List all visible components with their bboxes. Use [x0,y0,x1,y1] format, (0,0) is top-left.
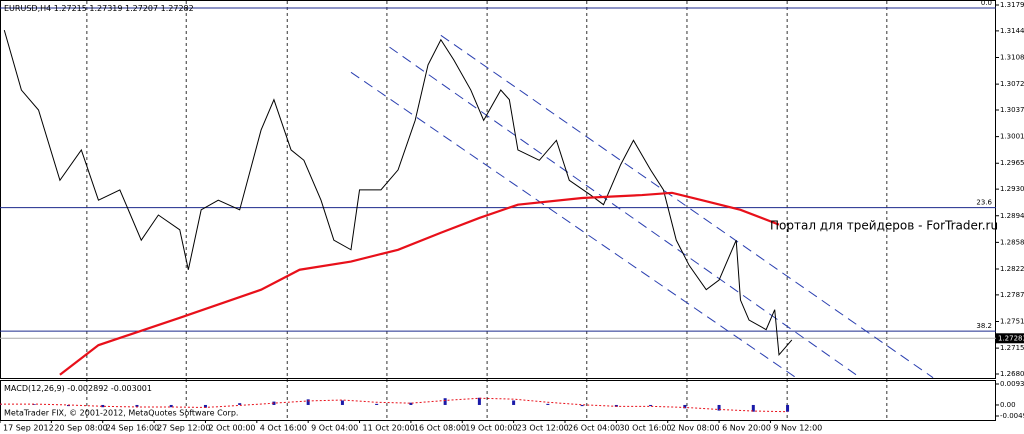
header-value: 1.27319 [87,4,123,13]
macd-title: MACD(12,26,9) [4,384,65,393]
symbol-header: EURUSD,H4 1.27215 1.27319 1.27207 1.2728… [4,4,194,13]
macd-bar [512,400,516,405]
y-tick-label: 1.28580 [1000,238,1024,246]
macd-bar [203,404,207,408]
x-tick-label: 2 Nov 08:00 [671,424,720,433]
macd-y-tick-label: -0.00491 [1000,412,1024,420]
macd-bar [649,404,653,407]
x-tick-label: 23 Oct 12:00 [517,424,569,433]
x-tick-label: 11 Oct 20:00 [363,424,415,433]
macd-plot [0,397,790,413]
macd-bar [375,403,379,405]
macd-y-tick-label: 0.00 [1000,401,1016,409]
symbol: EURUSD,H4 [4,4,51,13]
macd-bar [66,404,70,407]
macd-bar [238,403,242,405]
macd-bar [101,404,105,408]
macd-bar [683,404,687,409]
x-tick-label: 17 Sep 2012 [3,424,54,433]
macd-bar [580,404,584,407]
macd-bar [135,404,139,407]
macd-header: MACD(12,26,9) -0.002892 -0.003001 [4,384,152,393]
fib-label: 23.6 [976,199,992,207]
x-tick-label: 26 Oct 04:00 [568,424,620,433]
x-tick-label: 20 Sep 08:00 [54,424,107,433]
x-tick-label: 9 Nov 12:00 [773,424,822,433]
grid [86,1,888,420]
y-tick-label: 1.30720 [1000,80,1024,88]
macd-panel [0,380,996,421]
macd-bar [443,398,447,405]
x-tick-label: 24 Sep 16:00 [106,424,159,433]
macd-bar [717,404,721,411]
macd-bar [546,403,550,405]
price-tag [996,333,1024,344]
fib-label: 0.0 [981,0,992,7]
y-tick-label: 1.26800 [1000,370,1024,378]
macd-value: -0.002892 [65,384,109,393]
footer: MetaTrader FIX, © 2001-2012, MetaQuotes … [4,409,238,418]
main-plot [0,7,996,378]
macd-bar [340,400,344,405]
x-tick-label: 27 Sep 12:00 [157,424,210,433]
y-tick-label: 1.27870 [1000,291,1024,299]
x-tick-label: 16 Oct 08:00 [414,424,466,433]
y-tick-label: 1.27510 [1000,317,1024,325]
macd-bar [786,404,790,412]
y-tick-label: 1.30010 [1000,133,1024,141]
macd-bar [169,404,173,408]
y-tick-label: 1.31790 [1000,1,1024,9]
y-tick-label: 1.28220 [1000,265,1024,273]
x-tick-label: 30 Oct 16:00 [619,424,671,433]
channel-line [350,71,797,378]
macd-bar [751,404,755,412]
header-value: 1.27215 [51,4,87,13]
macd-y-tick-label: 0.00933 [1000,380,1024,388]
y-tick-label: 1.31080 [1000,54,1024,62]
price-line [3,30,793,356]
x-tick-label: 6 Nov 20:00 [722,424,771,433]
x-tick-label: 19 Oct 00:00 [465,424,517,433]
macd-signal [0,397,788,413]
x-tick-label: 4 Oct 16:00 [260,424,307,433]
x-tick-label: 9 Oct 04:00 [311,424,358,433]
header-value: 1.27282 [158,4,194,13]
macd-bar [306,399,310,405]
watermark: Портал для трейдеров - ForTrader.ru [770,219,998,233]
y-tick-label: 1.30370 [1000,106,1024,114]
fib-label: 38.2 [976,322,992,330]
macd-bar [272,401,276,405]
macd-bar [409,402,413,405]
header-value: 1.27207 [122,4,158,13]
macd-bar [32,404,36,405]
macd-bar [477,397,481,405]
main-panel [0,0,996,379]
y-tick-label: 1.27150 [1000,344,1024,352]
x-tick-label: 2 Oct 00:00 [208,424,255,433]
y-tick-label: 1.31440 [1000,27,1024,35]
moving-average [59,191,780,376]
price-tag-label: 1.27283 [998,334,1024,342]
y-tick-label: 1.29300 [1000,185,1024,193]
macd-value: -0.003001 [108,384,152,393]
y-tick-label: 1.29650 [1000,159,1024,167]
y-tick-label: 1.28940 [1000,212,1024,220]
channel-line [440,34,934,378]
